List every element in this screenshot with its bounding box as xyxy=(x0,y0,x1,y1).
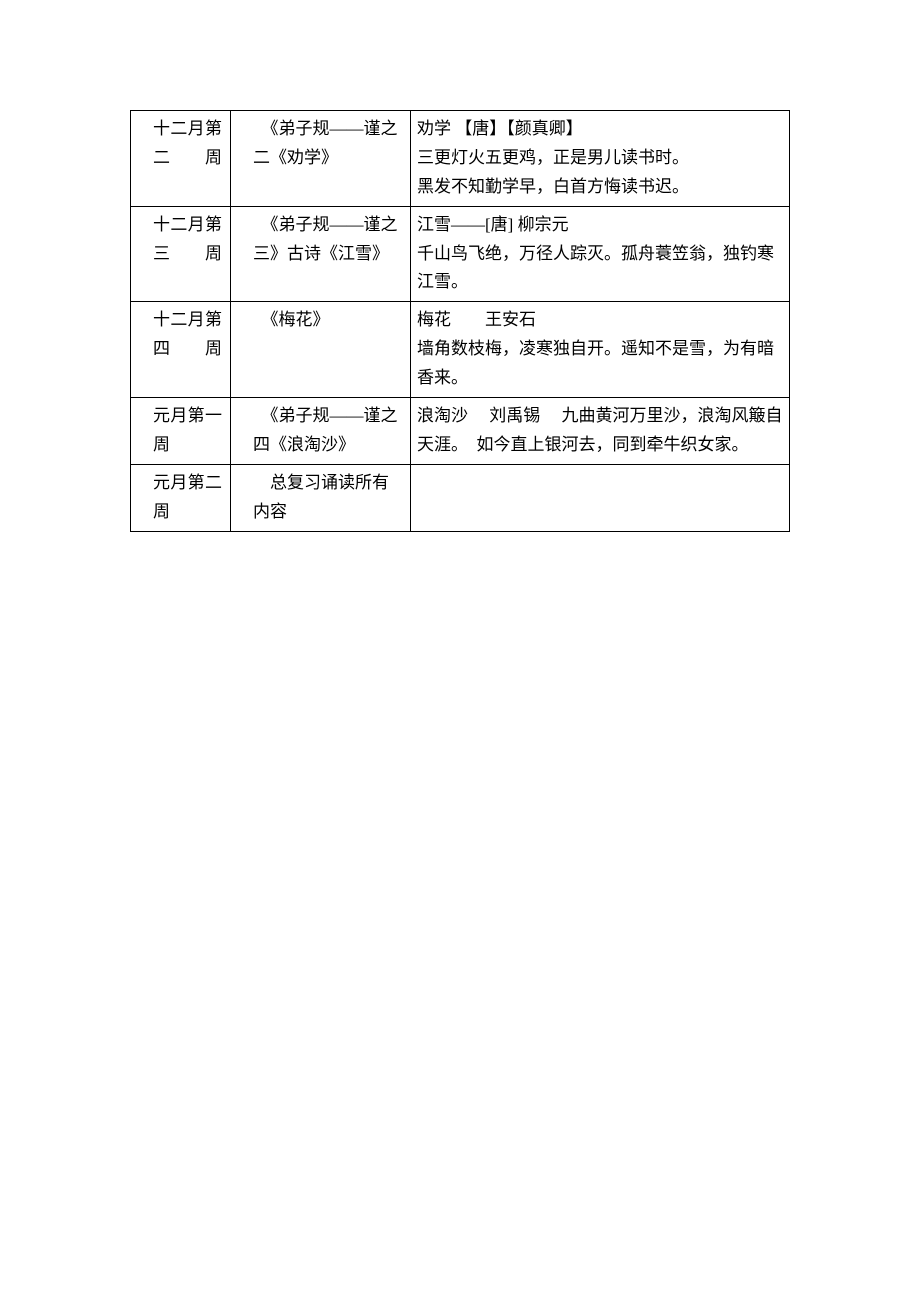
table-row: 十二月第二周 《弟子规——谨之二《劝学》 劝学 【唐】【颜真卿】三更灯火五更鸡，… xyxy=(131,111,790,207)
table-row: 元月第一周 《弟子规——谨之四《浪淘沙》 浪淘沙 刘禹锡 九曲黄河万里沙，浪淘风… xyxy=(131,398,790,465)
table-row: 十二月第三周 《弟子规——谨之三》古诗《江雪》 江雪——[唐] 柳宗元 千山鸟飞… xyxy=(131,206,790,302)
schedule-table: 十二月第二周 《弟子规——谨之二《劝学》 劝学 【唐】【颜真卿】三更灯火五更鸡，… xyxy=(130,110,790,532)
cell-content: 总复习诵读所有内容 xyxy=(231,464,411,531)
cell-content: 《弟子规——谨之四《浪淘沙》 xyxy=(231,398,411,465)
cell-content: 《梅花》 xyxy=(231,302,411,398)
table-row: 元月第二周 总复习诵读所有内容 xyxy=(131,464,790,531)
cell-period: 元月第二周 xyxy=(131,464,231,531)
cell-period: 十二月第四周 xyxy=(131,302,231,398)
cell-period: 十二月第三周 xyxy=(131,206,231,302)
cell-detail: 浪淘沙 刘禹锡 九曲黄河万里沙，浪淘风簸自天涯。 如今直上银河去，同到牵牛织女家… xyxy=(411,398,790,465)
cell-period: 十二月第二周 xyxy=(131,111,231,207)
cell-content: 《弟子规——谨之三》古诗《江雪》 xyxy=(231,206,411,302)
cell-detail: 劝学 【唐】【颜真卿】三更灯火五更鸡，正是男儿读书时。黑发不知勤学早，白首方悔读… xyxy=(411,111,790,207)
cell-detail xyxy=(411,464,790,531)
cell-content: 《弟子规——谨之二《劝学》 xyxy=(231,111,411,207)
cell-detail: 梅花 王安石墙角数枝梅，凌寒独自开。遥知不是雪，为有暗香来。 xyxy=(411,302,790,398)
cell-detail: 江雪——[唐] 柳宗元 千山鸟飞绝，万径人踪灭。孤舟蓑笠翁，独钓寒江雪。 xyxy=(411,206,790,302)
cell-period: 元月第一周 xyxy=(131,398,231,465)
table-row: 十二月第四周 《梅花》 梅花 王安石墙角数枝梅，凌寒独自开。遥知不是雪，为有暗香… xyxy=(131,302,790,398)
table-body: 十二月第二周 《弟子规——谨之二《劝学》 劝学 【唐】【颜真卿】三更灯火五更鸡，… xyxy=(131,111,790,532)
